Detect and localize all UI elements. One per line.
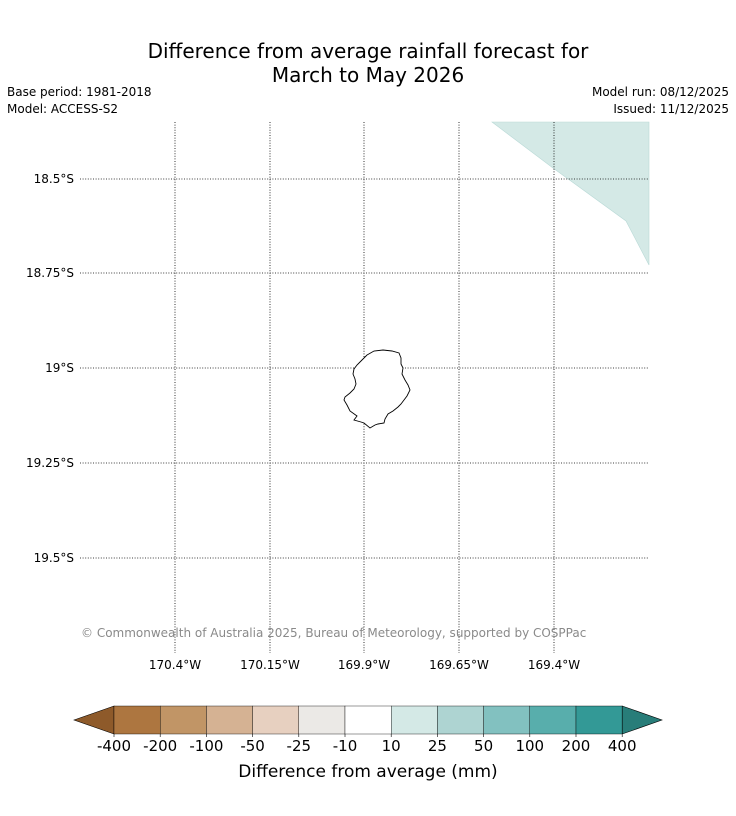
colorbar-swatch bbox=[298, 705, 346, 735]
colorbar-swatch bbox=[529, 705, 577, 735]
colorbar-extend-low bbox=[73, 705, 115, 735]
lon-label: 169.4°W bbox=[528, 658, 580, 672]
model-run: Model run: 08/12/2025 bbox=[591, 85, 729, 99]
base-period: Base period: 1981-2018 bbox=[7, 85, 152, 99]
lon-label: 169.9°W bbox=[338, 658, 390, 672]
map-title-line2: March to May 2026 bbox=[271, 63, 465, 87]
colorbar-swatch bbox=[483, 705, 531, 735]
issued-date: Issued: 11/12/2025 bbox=[613, 102, 729, 116]
lat-label: 19.25°S bbox=[26, 456, 74, 470]
colorbar-swatch bbox=[344, 705, 392, 735]
colorbar-tick-label: -200 bbox=[143, 737, 177, 755]
lon-label: 169.65°W bbox=[429, 658, 489, 672]
lat-label: 19°S bbox=[45, 361, 74, 375]
colorbar-tick-label: -50 bbox=[240, 737, 265, 755]
colorbar-tick-label: 10 bbox=[382, 737, 401, 755]
colorbar-swatch bbox=[575, 705, 623, 735]
colorbar-swatch bbox=[113, 705, 161, 735]
lon-label: 170.4°W bbox=[149, 658, 201, 672]
colorbar-tick-label: -400 bbox=[97, 737, 131, 755]
colorbar-tick-label: 25 bbox=[428, 737, 447, 755]
lat-label: 19.5°S bbox=[34, 551, 74, 565]
colorbar-swatch bbox=[437, 705, 484, 735]
colorbar-tick-label: -10 bbox=[333, 737, 358, 755]
lat-label: 18.75°S bbox=[26, 266, 74, 280]
colorbar-swatch bbox=[252, 705, 300, 735]
model-name: Model: ACCESS-S2 bbox=[7, 102, 119, 116]
colorbar-tick-label: -25 bbox=[287, 737, 312, 755]
lon-label: 170.15°W bbox=[240, 658, 300, 672]
island-outline bbox=[343, 349, 411, 429]
colorbar-tick-label: -100 bbox=[189, 737, 223, 755]
colorbar-tick-label: 100 bbox=[515, 737, 544, 755]
colorbar-swatch bbox=[206, 705, 253, 735]
colorbar-tick-label: 200 bbox=[562, 737, 591, 755]
colorbar-swatch bbox=[159, 705, 207, 735]
forecast-shaded-region bbox=[491, 121, 650, 266]
copyright-notice: © Commonwealth of Australia 2025, Bureau… bbox=[81, 626, 587, 640]
lat-label: 18.5°S bbox=[34, 172, 74, 186]
colorbar-swatch bbox=[391, 705, 438, 735]
colorbar-tick-label: 50 bbox=[474, 737, 493, 755]
colorbar-title: Difference from average (mm) bbox=[238, 762, 498, 782]
colorbar: -400 -200 -100 -50 -25 -10 10 25 50 100 200 400 bbox=[73, 705, 663, 755]
colorbar-tick-label: 400 bbox=[608, 737, 637, 755]
colorbar-extend-high bbox=[621, 705, 663, 735]
map-title-line1: Difference from average rainfall forecas… bbox=[147, 39, 589, 63]
